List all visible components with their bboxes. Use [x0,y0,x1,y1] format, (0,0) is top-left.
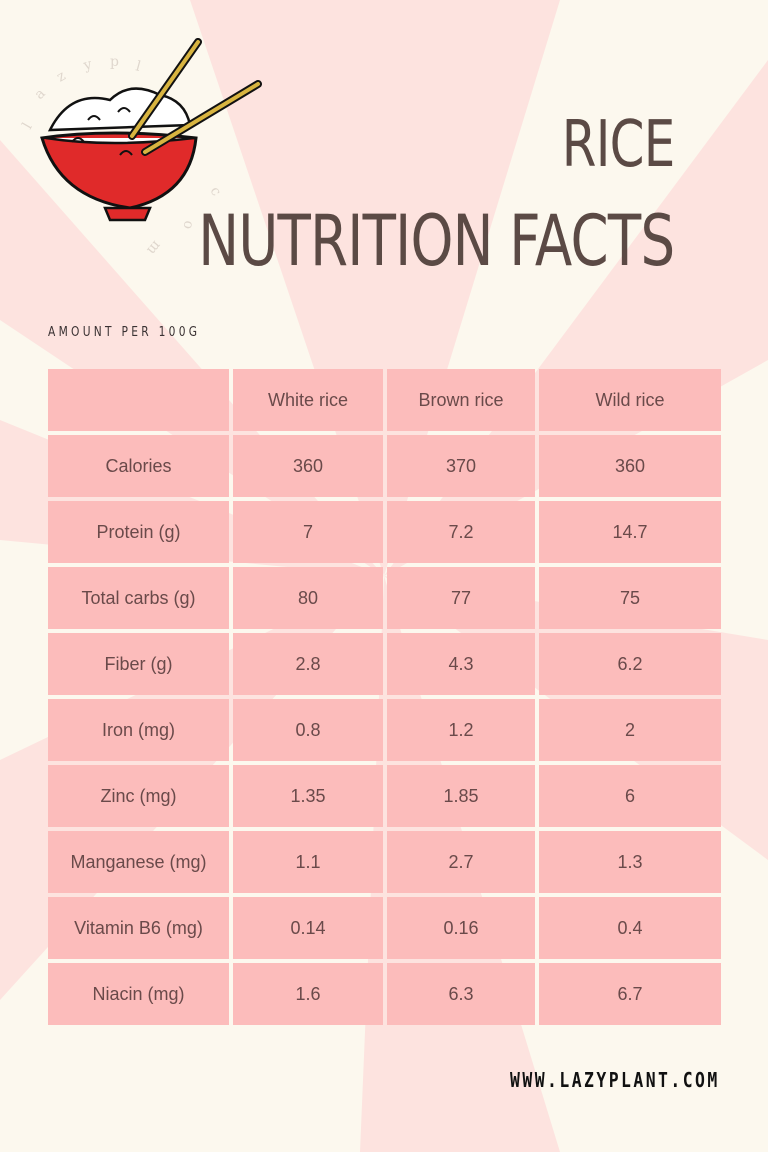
row-label: Vitamin B6 (mg) [48,897,229,959]
row-label: Fiber (g) [48,633,229,695]
row-label: Zinc (mg) [48,765,229,827]
row-label: Niacin (mg) [48,963,229,1025]
cell-value: 14.7 [539,501,721,563]
cell-value: 0.8 [233,699,383,761]
website-url: WWW.LAZYPLANT.COM [510,1068,720,1092]
cell-value: 6 [539,765,721,827]
cell-value: 1.35 [233,765,383,827]
cell-value: 360 [233,435,383,497]
cell-value: 2.8 [233,633,383,695]
svg-text:p: p [110,54,119,70]
svg-text:o: o [180,219,197,230]
table-row: Niacin (mg) 1.6 6.3 6.7 [48,963,721,1025]
cell-value: 1.6 [233,963,383,1025]
cell-value: 4.3 [387,633,535,695]
amount-per-100g-label: AMOUNT PER 100G [48,325,201,340]
title-nutrition-facts: NUTRITION FACTS [197,200,675,282]
header-cell-wild-rice: Wild rice [539,369,721,431]
svg-text:z: z [54,68,68,86]
header-cell-brown-rice: Brown rice [387,369,535,431]
table-row: Fiber (g) 2.8 4.3 6.2 [48,633,721,695]
table-row: Vitamin B6 (mg) 0.14 0.16 0.4 [48,897,721,959]
nutrition-table: White rice Brown rice Wild rice Calories… [44,365,725,1029]
cell-value: 6.3 [387,963,535,1025]
svg-text:l: l [20,120,36,132]
cell-value: 80 [233,567,383,629]
svg-text:c: c [207,184,225,199]
cell-value: 0.14 [233,897,383,959]
row-label: Iron (mg) [48,699,229,761]
table-row: Zinc (mg) 1.35 1.85 6 [48,765,721,827]
title-rice: RICE [561,108,674,182]
header-cell-white-rice: White rice [233,369,383,431]
cell-value: 6.7 [539,963,721,1025]
cell-value: 2.7 [387,831,535,893]
svg-text:y: y [81,56,94,74]
row-label: Calories [48,435,229,497]
cell-value: 1.2 [387,699,535,761]
cell-value: 360 [539,435,721,497]
cell-value: 2 [539,699,721,761]
table-row: Calories 360 370 360 [48,435,721,497]
table-row: Manganese (mg) 1.1 2.7 1.3 [48,831,721,893]
svg-text:m: m [143,237,164,257]
cell-value: 0.16 [387,897,535,959]
svg-text:a: a [32,86,49,103]
table-row: Iron (mg) 0.8 1.2 2 [48,699,721,761]
table-row: Total carbs (g) 80 77 75 [48,567,721,629]
row-label: Manganese (mg) [48,831,229,893]
row-label: Total carbs (g) [48,567,229,629]
header-cell-empty [48,369,229,431]
svg-text:l: l [134,58,143,75]
cell-value: 7.2 [387,501,535,563]
row-label: Protein (g) [48,501,229,563]
cell-value: 1.85 [387,765,535,827]
table-row: Protein (g) 7 7.2 14.7 [48,501,721,563]
cell-value: 1.3 [539,831,721,893]
table-header-row: White rice Brown rice Wild rice [48,369,721,431]
rice-bowl-with-chopsticks-icon: l a z y p l c o m [20,38,262,258]
cell-value: 0.4 [539,897,721,959]
cell-value: 75 [539,567,721,629]
cell-value: 1.1 [233,831,383,893]
cell-value: 77 [387,567,535,629]
cell-value: 6.2 [539,633,721,695]
cell-value: 370 [387,435,535,497]
cell-value: 7 [233,501,383,563]
